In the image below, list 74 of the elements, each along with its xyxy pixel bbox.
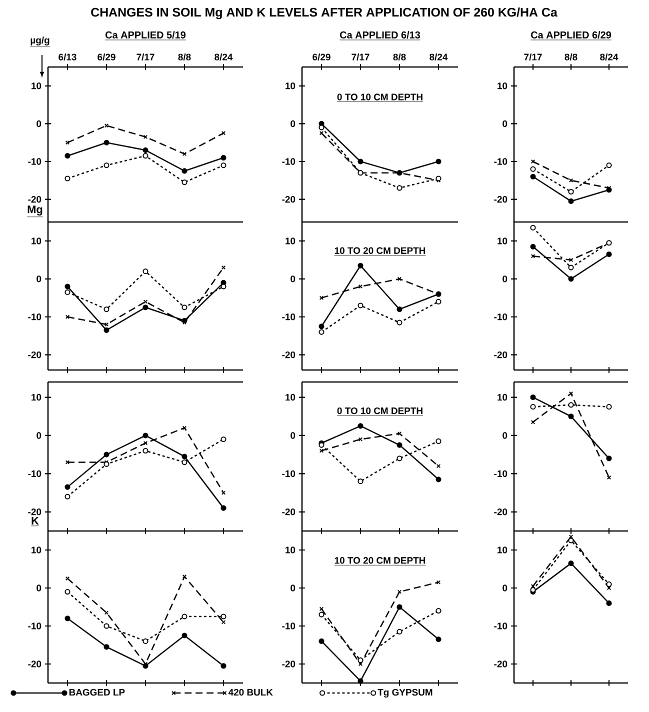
text: CHANGES IN SOIL Mg AND K LEVELS AFTER APPLICATION OF 260 KG/HA Ca: [91, 8, 558, 20]
x-tick-label: 8/8: [178, 53, 191, 60]
y-tick-label: -10: [28, 622, 42, 630]
legend-label: Tg GYPSUM: [378, 688, 432, 698]
y-tick-label: -10: [494, 314, 508, 320]
y-tick-label: 10: [32, 394, 42, 401]
x-tick-label: 8/8: [564, 53, 578, 60]
legend-label: BAGGED LP: [69, 688, 125, 696]
y-tick-label: 0: [290, 276, 296, 282]
y-tick-label: 10: [498, 82, 508, 90]
y-tick-label: 0: [290, 432, 296, 439]
annotation: 0 TO 10 CM DEPTH: [337, 94, 422, 100]
y-tick-label: 0: [502, 432, 508, 439]
y-tick-label: 10: [286, 82, 296, 90]
y-tick-label: -10: [282, 470, 296, 478]
y-tick-label: 10: [498, 238, 508, 244]
y-tick-label: 0: [36, 432, 42, 439]
x-tick-label: 6/29: [98, 53, 116, 60]
chart-title: Ca APPLIED 5/19: [105, 31, 186, 39]
x-tick-label: 8/24: [430, 53, 448, 60]
y-tick-label: -20: [282, 660, 296, 668]
y-axis-title: K: [32, 516, 39, 524]
y-tick-label: 10: [32, 82, 42, 90]
x-tick-label: 8/24: [214, 53, 233, 60]
y-tick-label: 10: [498, 394, 508, 401]
y-tick-label: -20: [282, 351, 296, 358]
x-tick-label: 8/24: [600, 53, 618, 60]
y-tick-label: 0: [36, 120, 42, 128]
y-tick-label: 10: [286, 238, 296, 244]
y-tick-label: 0: [36, 584, 42, 592]
y-tick-label: -10: [282, 622, 296, 630]
annotation: 10 TO 20 CM DEPTH: [334, 247, 426, 254]
y-tick-label: 0: [36, 276, 42, 282]
y-tick-label: -20: [28, 196, 42, 203]
y-tick-label: -10: [282, 314, 296, 320]
x-tick-label: 7/17: [136, 53, 154, 60]
y-tick-label: 0: [502, 120, 508, 128]
y-tick-label: -20: [282, 196, 296, 203]
x-tick-label: 8/8: [393, 53, 406, 60]
y-tick-label: -20: [282, 508, 296, 516]
y-tick-label: -20: [28, 508, 42, 516]
y-tick-label: 10: [286, 546, 296, 554]
chart-title: Ca APPLIED 6/13: [340, 31, 420, 39]
y-tick-label: 0: [290, 120, 296, 128]
y-tick-label: -10: [28, 158, 42, 165]
y-tick-label: 0: [502, 584, 508, 592]
x-tick-label: 6/29: [312, 53, 330, 60]
y-tick-label: -10: [282, 158, 296, 165]
y-axis-title: µg/g: [30, 36, 50, 46]
x-tick-label: 7/17: [352, 53, 370, 60]
y-tick-label: -10: [28, 314, 42, 320]
y-tick-label: 10: [286, 394, 296, 401]
y-tick-label: -10: [494, 622, 508, 630]
y-axis-title: Mg: [28, 206, 42, 216]
y-tick-label: 10: [32, 546, 42, 554]
legend-label: 420 BULK: [228, 688, 273, 696]
y-tick-label: 10: [32, 238, 42, 244]
y-tick-label: 0: [290, 584, 296, 592]
annotation: 10 TO 20 CM DEPTH: [334, 557, 426, 564]
y-tick-label: -20: [28, 660, 42, 668]
y-tick-label: -10: [494, 470, 508, 478]
y-tick-label: 10: [498, 546, 508, 554]
x-tick-label: 6/13: [58, 53, 76, 60]
x-tick-label: 7/17: [524, 53, 542, 60]
y-tick-label: -20: [494, 351, 508, 358]
annotation: 0 TO 10 CM DEPTH: [337, 407, 422, 414]
y-tick-label: -10: [494, 158, 508, 165]
y-tick-label: -20: [494, 660, 508, 668]
y-tick-label: -10: [28, 470, 42, 478]
y-tick-label: -20: [494, 508, 508, 516]
y-tick-label: 0: [502, 276, 508, 282]
y-tick-label: -20: [28, 351, 42, 358]
chart-title: Ca APPLIED 6/29: [530, 31, 612, 39]
y-tick-label: -20: [494, 196, 508, 203]
